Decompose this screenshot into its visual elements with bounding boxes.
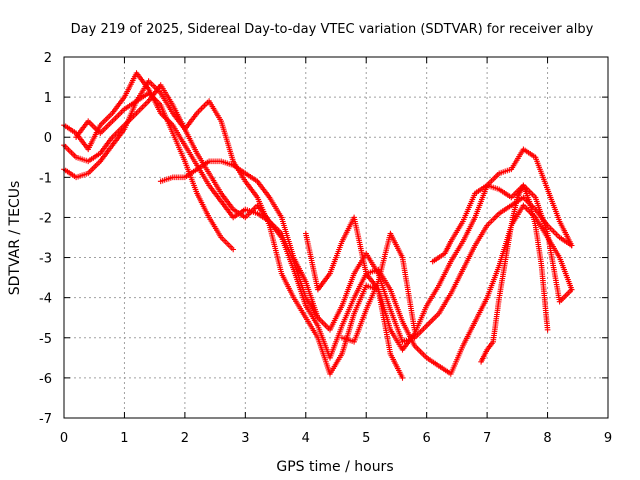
x-axis-label: GPS time / hours [276,459,393,475]
x-tick-label: 4 [302,431,310,446]
y-tick-label: 2 [44,51,52,66]
x-tick-label: 5 [362,431,370,446]
series-track-4 [73,90,236,253]
x-tick-label: 6 [423,431,431,446]
y-tick-label: -5 [39,332,52,347]
x-tick-label: 0 [60,431,68,446]
y-tick-label: 1 [44,91,52,106]
x-tick-label: 8 [543,431,551,446]
series-track-7 [339,230,418,345]
data-point-marker [315,314,321,321]
data-point-marker [568,286,575,293]
series-track-5 [157,158,321,321]
x-tick-label: 9 [604,431,612,446]
series-track-6 [303,214,406,381]
data-point-marker [399,375,406,381]
x-tick-label: 1 [120,431,128,446]
data-point-marker [411,327,418,333]
data-points [61,70,575,381]
series-track-9 [478,182,551,365]
y-tick-label: 0 [44,131,52,146]
x-tick-label: 3 [241,431,249,446]
y-axis-label: SDTVAR / TECUs [7,181,23,296]
y-tick-label: -7 [39,412,52,427]
y-tick-label: -1 [39,171,52,186]
axis-ticks: 0 1 2 3 4 5 6 7 8 9 2 1 0 -1 -2 -3 -4 -5 -6 -7 [39,51,612,446]
x-tick-label: 7 [483,431,491,446]
data-point-marker [568,242,575,249]
y-tick-label: -4 [39,292,52,307]
chart-title: Day 219 of 2025, Sidereal Day-to-day VTE… [71,22,594,37]
x-tick-label: 2 [181,431,189,446]
data-point-marker [544,327,551,333]
plot-frame [63,56,609,419]
y-tick-label: -6 [39,372,52,387]
y-tick-label: -2 [39,211,52,226]
data-point-marker [230,246,236,253]
y-tick-label: -3 [39,252,52,267]
